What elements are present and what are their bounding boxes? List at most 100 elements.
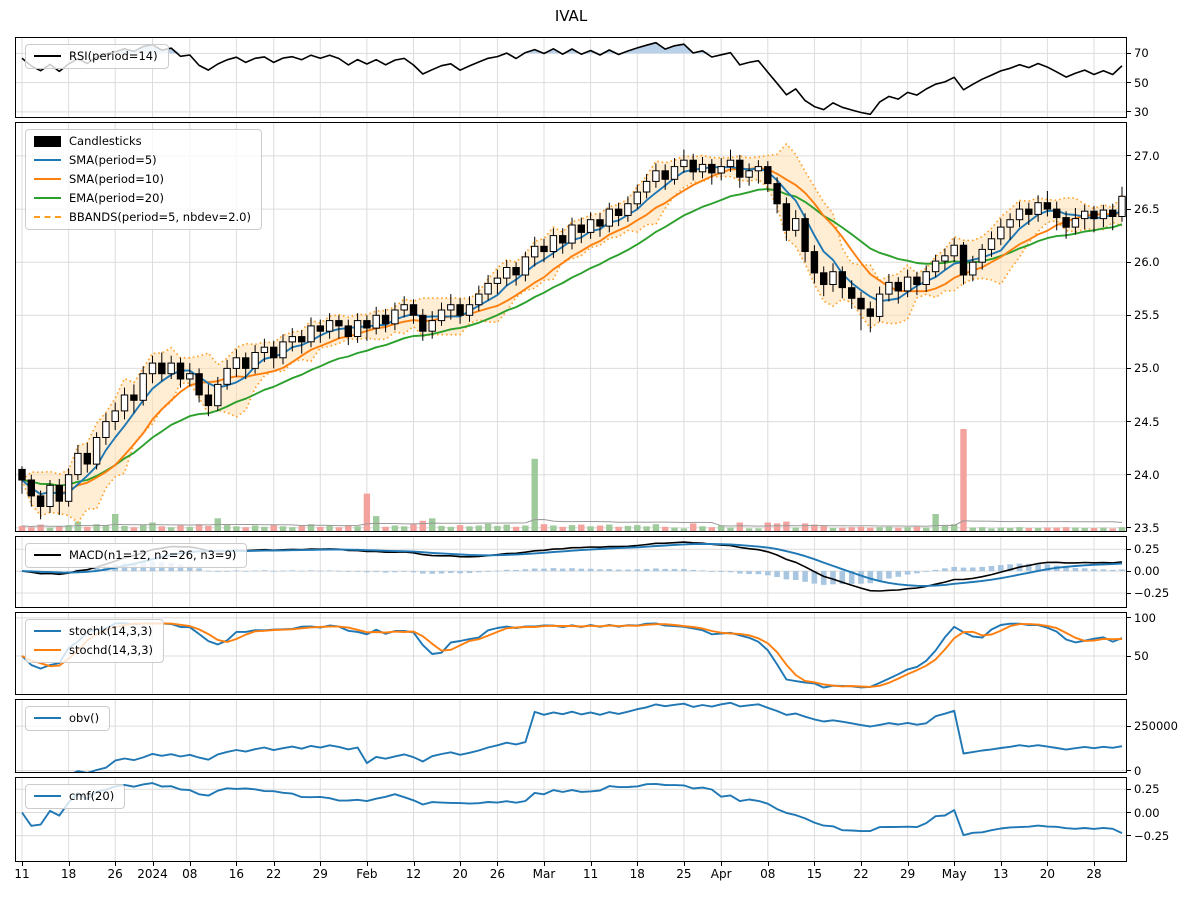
- x-tick-mark: [22, 862, 23, 866]
- x-tick-mark: [273, 862, 275, 866]
- x-tick-mark: [907, 862, 909, 866]
- legend-label: SMA(period=10): [69, 171, 164, 186]
- x-tick-label: 22: [266, 867, 282, 881]
- legend-label: Candlesticks: [69, 134, 142, 148]
- y-tick-mark: [1127, 314, 1131, 316]
- x-tick-mark: [460, 862, 462, 866]
- cmf-plot: [16, 778, 1126, 861]
- x-tick-label: 13: [993, 867, 1009, 881]
- legend-label: cmf(20): [69, 789, 115, 803]
- x-tick-label: Mar: [532, 867, 556, 881]
- y-tick-mark: [1127, 155, 1131, 157]
- legend-item: Candlesticks: [34, 134, 251, 149]
- y-tick-mark: [1127, 474, 1131, 476]
- obv-plot: [16, 700, 1126, 772]
- legend-item: SMA(period=5): [34, 153, 251, 168]
- x-tick-mark: [544, 862, 545, 866]
- obv-legend: obv(): [25, 706, 111, 731]
- x-tick-label: 29: [899, 867, 916, 881]
- y-tick-mark: [1127, 367, 1131, 369]
- y-tick-mark: [1127, 617, 1131, 619]
- x-tick-label: 26: [489, 867, 506, 881]
- y-tick-label: 23.5: [1134, 520, 1160, 535]
- x-tick-label: 25: [676, 867, 692, 881]
- x-tick-mark: [590, 862, 592, 866]
- x-tick-label: May: [941, 867, 967, 881]
- x-tick-label: Feb: [356, 867, 378, 881]
- rsi-plot: [16, 38, 1126, 117]
- x-tick-mark: [814, 862, 816, 866]
- cmf-panel: cmf(20): [15, 777, 1127, 862]
- y-tick-label: 0: [1134, 763, 1142, 778]
- y-tick-mark: [1127, 261, 1131, 263]
- y-tick-label: 25.0: [1134, 361, 1160, 376]
- y-tick-label: 50: [1134, 75, 1149, 90]
- y-tick-label: 250000: [1134, 719, 1178, 734]
- rsi-panel: RSI(period=14): [15, 37, 1127, 118]
- line-swatch-icon: [34, 159, 61, 162]
- x-tick-mark: [721, 862, 723, 866]
- y-tick-mark: [1127, 52, 1131, 54]
- line-swatch-icon: [34, 795, 61, 798]
- legend-label: EMA(period=20): [69, 190, 164, 205]
- y-tick-mark: [1127, 725, 1131, 727]
- y-tick-mark: [1127, 208, 1131, 210]
- legend-item: EMA(period=20): [34, 191, 251, 206]
- y-tick-label: 50: [1134, 649, 1149, 663]
- legend-item: stochd(14,3,3): [34, 643, 153, 658]
- x-tick-label: 20: [452, 867, 468, 881]
- x-tick-mark: [152, 862, 154, 866]
- y-tick-mark: [1127, 655, 1131, 657]
- y-tick-label: 25.5: [1134, 308, 1160, 323]
- legend-item: stochk(14,3,3): [34, 624, 153, 639]
- y-tick-mark: [1127, 812, 1131, 813]
- y-tick-mark: [1127, 835, 1131, 837]
- y-tick-label: 24.0: [1134, 467, 1160, 482]
- x-tick-label: Apr: [710, 867, 732, 881]
- x-tick-label: 26: [107, 867, 123, 881]
- y-tick-mark: [1127, 592, 1131, 594]
- x-tick-label: 28: [1086, 867, 1102, 881]
- line-swatch-icon: [34, 717, 61, 720]
- price-legend: Candlesticks SMA(period=5) SMA(period=10) E…: [25, 129, 262, 230]
- line-swatch-icon: [34, 649, 61, 652]
- x-tick-mark: [861, 862, 862, 866]
- x-tick-label: 16: [228, 867, 245, 881]
- y-tick-label: 30: [1134, 104, 1149, 119]
- stochastic-plot: [16, 613, 1126, 694]
- x-tick-mark: [683, 862, 685, 866]
- legend-item: RSI(period=14): [34, 49, 158, 64]
- x-tick-mark: [413, 862, 415, 866]
- y-tick-label: 26.5: [1134, 202, 1160, 217]
- legend-label: obv(): [69, 711, 100, 725]
- x-tick-mark: [954, 862, 956, 866]
- candlestick-swatch-icon: [34, 135, 61, 147]
- x-tick-mark: [497, 862, 499, 866]
- legend-item: cmf(20): [34, 789, 114, 804]
- y-tick-mark: [1127, 111, 1131, 113]
- macd-legend: MACD(n1=12, n2=26, n3=9): [25, 543, 248, 568]
- cmf-legend: cmf(20): [25, 784, 126, 809]
- x-tick-mark: [115, 862, 117, 866]
- x-tick-label: 22: [853, 867, 869, 881]
- x-tick-mark: [1047, 862, 1049, 866]
- price-plot: [16, 123, 1126, 531]
- x-tick-label: 11: [14, 867, 30, 881]
- x-tick-label: 29: [312, 867, 328, 881]
- legend-item: BBANDS(period=5, nbdev=2.0): [34, 210, 251, 225]
- legend-item: MACD(n1=12, n2=26, n3=9): [34, 548, 236, 563]
- y-tick-label: 27.0: [1134, 148, 1160, 163]
- x-tick-mark: [320, 862, 322, 866]
- x-tick-label: 08: [182, 867, 198, 881]
- x-tick-mark: [189, 862, 191, 866]
- x-tick-label: 18: [629, 867, 645, 881]
- rsi-legend: RSI(period=14): [25, 44, 169, 69]
- x-tick-label: 15: [806, 867, 823, 881]
- line-swatch-icon: [34, 55, 61, 58]
- x-tick-mark: [68, 862, 70, 866]
- legend-label: MACD(n1=12, n2=26, n3=9): [69, 548, 237, 562]
- y-tick-label: 70: [1134, 46, 1149, 61]
- y-tick-label: −0.25: [1134, 586, 1170, 600]
- x-tick-label: 11: [582, 867, 599, 881]
